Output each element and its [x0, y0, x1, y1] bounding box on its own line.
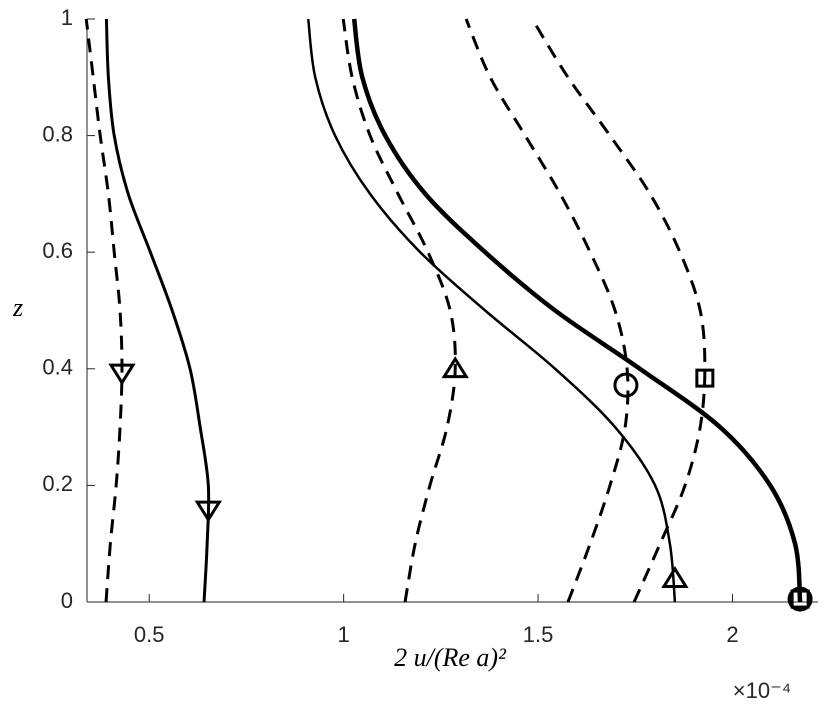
x-axis-label: 2 u/(Re a)²	[394, 643, 507, 672]
curve	[464, 18, 630, 603]
y-axis-label: z	[12, 293, 23, 322]
y-tick-label: 0	[61, 588, 73, 613]
marker	[441, 356, 469, 379]
curve	[307, 18, 677, 603]
marker	[787, 586, 813, 612]
marker	[790, 589, 810, 609]
marker	[194, 500, 223, 523]
marker	[695, 368, 715, 388]
x-tick-label: 1.5	[523, 622, 554, 647]
x-tick-label: 2	[726, 622, 738, 647]
marker	[661, 566, 689, 588]
y-tick-label: 0.6	[42, 238, 73, 263]
y-tick-label: 0.8	[42, 121, 73, 146]
y-tick-label: 0.2	[42, 471, 73, 496]
x-tick-label: 0.5	[134, 622, 165, 647]
curve	[530, 18, 707, 603]
y-tick-label: 0.4	[42, 355, 73, 380]
curve	[84, 18, 124, 603]
curve	[351, 18, 803, 603]
y-tick-label: 1	[61, 5, 73, 30]
curve	[341, 18, 457, 603]
marker	[108, 363, 136, 386]
marker	[613, 372, 639, 398]
x-multiplier: ×10⁻⁴	[733, 678, 791, 703]
curve	[104, 18, 211, 603]
x-tick-label: 1	[338, 622, 350, 647]
